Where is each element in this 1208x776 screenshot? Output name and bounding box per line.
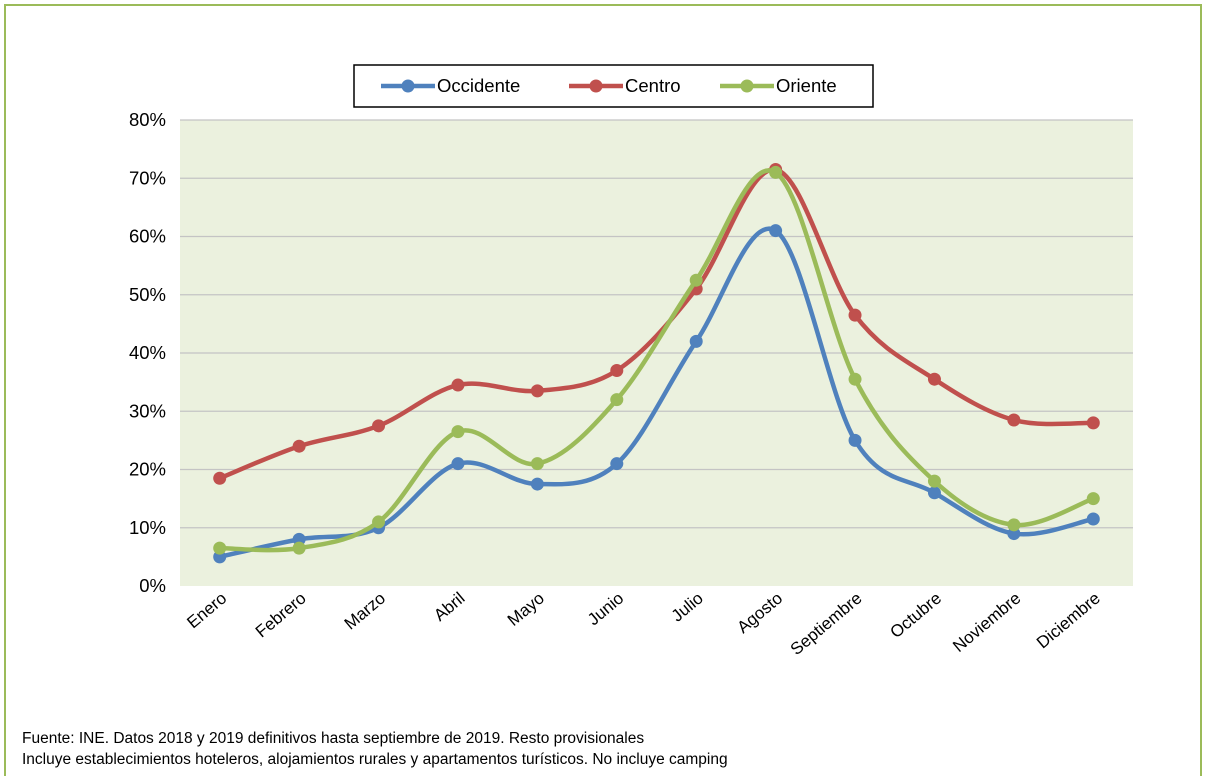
x-tick-label: Marzo	[341, 589, 389, 634]
data-point	[213, 471, 227, 485]
y-tick-label: 60%	[129, 226, 166, 247]
chart-frame	[4, 4, 1202, 776]
data-point	[451, 378, 465, 392]
legend-entry: Centro	[569, 75, 681, 96]
x-tick-label: Abril	[430, 589, 468, 625]
data-point	[689, 334, 703, 348]
data-point	[1086, 512, 1100, 526]
legend-label: Centro	[625, 75, 681, 96]
scope-note: Incluye establecimientos hoteleros, aloj…	[22, 751, 728, 768]
data-point	[1007, 518, 1021, 532]
data-point	[610, 363, 624, 377]
data-point	[1086, 416, 1100, 430]
x-tick-label: Febrero	[252, 589, 310, 642]
x-tick-label: Junio	[584, 589, 627, 630]
legend-swatch-marker	[589, 79, 603, 93]
gridlines	[180, 119, 1133, 529]
legend-entry: Occidente	[381, 75, 520, 96]
data-point	[530, 384, 544, 398]
x-tick-label: Agosto	[733, 589, 786, 638]
data-point	[213, 541, 227, 555]
data-point	[689, 273, 703, 287]
legend: Occidente Centro Oriente	[353, 64, 874, 108]
x-axis-ticks: Enero Febrero Marzo Abril Mayo Junio Julio Agos…	[183, 589, 1104, 659]
x-tick-label: Octubre	[886, 589, 945, 642]
legend-swatch-marker	[740, 79, 754, 93]
data-point	[530, 477, 544, 491]
x-tick-label: Noviembre	[949, 589, 1024, 656]
series-oriente	[213, 165, 1100, 555]
y-tick-label: 10%	[129, 517, 166, 538]
data-point	[927, 372, 941, 386]
data-point	[848, 372, 862, 386]
data-point	[1086, 492, 1100, 506]
data-point	[610, 393, 624, 407]
y-tick-label: 40%	[129, 342, 166, 363]
legend-swatch-marker	[401, 79, 415, 93]
x-tick-label: Septiembre	[787, 589, 866, 659]
chart-notes: Fuente: INE. Datos 2018 y 2019 definitiv…	[22, 728, 728, 770]
data-point	[1007, 413, 1021, 427]
data-point	[451, 457, 465, 471]
data-point	[927, 486, 941, 500]
legend-label: Oriente	[776, 75, 837, 96]
y-tick-label: 30%	[129, 400, 166, 421]
x-tick-label: Diciembre	[1033, 589, 1104, 653]
data-point	[372, 419, 386, 433]
legend-entry: Oriente	[720, 75, 837, 96]
data-point	[530, 457, 544, 471]
y-tick-label: 70%	[129, 167, 166, 188]
data-point	[848, 308, 862, 322]
series-lines	[213, 163, 1100, 564]
data-point	[292, 541, 306, 555]
data-point	[292, 439, 306, 453]
data-point	[848, 433, 862, 447]
data-point	[372, 515, 386, 529]
data-point	[927, 474, 941, 488]
y-tick-label: 0%	[139, 575, 166, 596]
y-tick-label: 20%	[129, 459, 166, 480]
data-point	[769, 224, 783, 238]
y-tick-label: 50%	[129, 284, 166, 305]
x-tick-label: Mayo	[504, 589, 548, 630]
data-point	[769, 165, 783, 179]
y-tick-label: 80%	[129, 109, 166, 130]
data-point	[610, 457, 624, 471]
source-note: Fuente: INE. Datos 2018 y 2019 definitiv…	[22, 730, 645, 747]
legend-label: Occidente	[437, 75, 520, 96]
x-tick-label: Enero	[183, 589, 230, 633]
data-point	[451, 425, 465, 439]
x-tick-label: Julio	[668, 589, 707, 626]
y-axis-ticks: 0% 10% 20% 30% 40% 50% 60% 70% 80%	[129, 109, 166, 596]
